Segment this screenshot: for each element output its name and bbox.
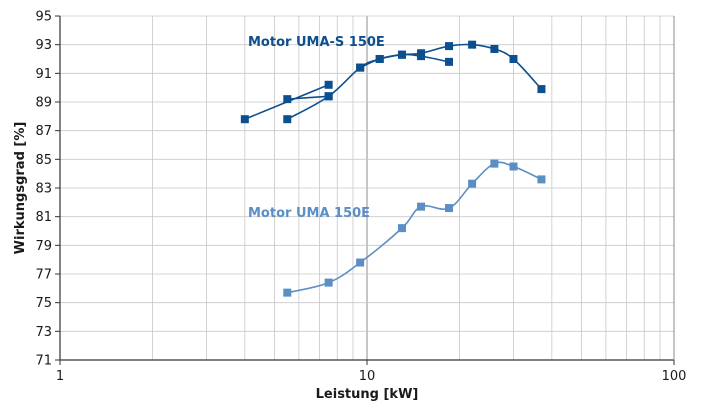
- y-tick-label: 91: [35, 67, 52, 82]
- data-point: [375, 55, 384, 63]
- data-point: [397, 50, 406, 59]
- y-tick-label: 95: [35, 10, 52, 25]
- data-point: [445, 42, 454, 51]
- data-point: [445, 204, 454, 213]
- series-uma-s-150e: [240, 40, 546, 124]
- data-point: [324, 80, 333, 89]
- data-point: [537, 175, 546, 184]
- data-point: [397, 224, 406, 233]
- series-line: [287, 161, 542, 294]
- data-point: [324, 92, 333, 101]
- data-point: [468, 40, 477, 49]
- y-tick-label: 77: [35, 268, 52, 283]
- x-tick-label: 1: [56, 369, 64, 384]
- x-tick-label: 100: [662, 369, 687, 384]
- y-tick-label: 85: [35, 153, 52, 168]
- y-tick-label: 73: [35, 325, 52, 340]
- data-point: [490, 44, 499, 53]
- y-tick-label: 87: [35, 124, 52, 139]
- data-series: [240, 40, 546, 297]
- y-axis-title: Wirkungsgrad [%]: [13, 122, 28, 255]
- y-tick-label: 83: [35, 182, 52, 197]
- data-point: [356, 63, 365, 72]
- data-point: [283, 288, 292, 297]
- data-point: [240, 115, 249, 124]
- y-tick-label: 89: [35, 96, 52, 111]
- y-tick-label: 81: [35, 210, 52, 225]
- data-point: [445, 57, 454, 66]
- y-tick-label: 79: [35, 239, 52, 254]
- series-label-uma-s: Motor UMA-S 150E: [248, 35, 385, 50]
- y-tick-label: 93: [35, 38, 52, 53]
- data-point: [417, 202, 426, 211]
- y-tick-label: 75: [35, 296, 52, 311]
- x-tick-labels: 1 10 100: [56, 369, 687, 384]
- data-point: [509, 55, 518, 63]
- data-point: [356, 258, 365, 267]
- axes: [55, 15, 675, 365]
- data-point: [324, 278, 333, 287]
- x-axis-title: Leistung [kW]: [316, 387, 419, 402]
- data-point: [468, 179, 477, 188]
- series-line: [287, 95, 329, 100]
- y-tick-labels: 71 73 75 77 79 81 83 85 87 89 91 93 95: [35, 10, 52, 369]
- data-point: [283, 95, 292, 104]
- series-label-uma: Motor UMA 150E: [248, 206, 370, 221]
- data-point: [490, 159, 499, 168]
- data-point: [509, 162, 518, 171]
- x-tick-label: 10: [359, 369, 376, 384]
- data-point: [417, 52, 426, 61]
- series-uma-150e: [283, 159, 546, 297]
- y-tick-label: 71: [35, 354, 52, 369]
- data-point: [283, 115, 292, 124]
- data-point: [537, 85, 546, 94]
- grid-lines: [59, 15, 675, 361]
